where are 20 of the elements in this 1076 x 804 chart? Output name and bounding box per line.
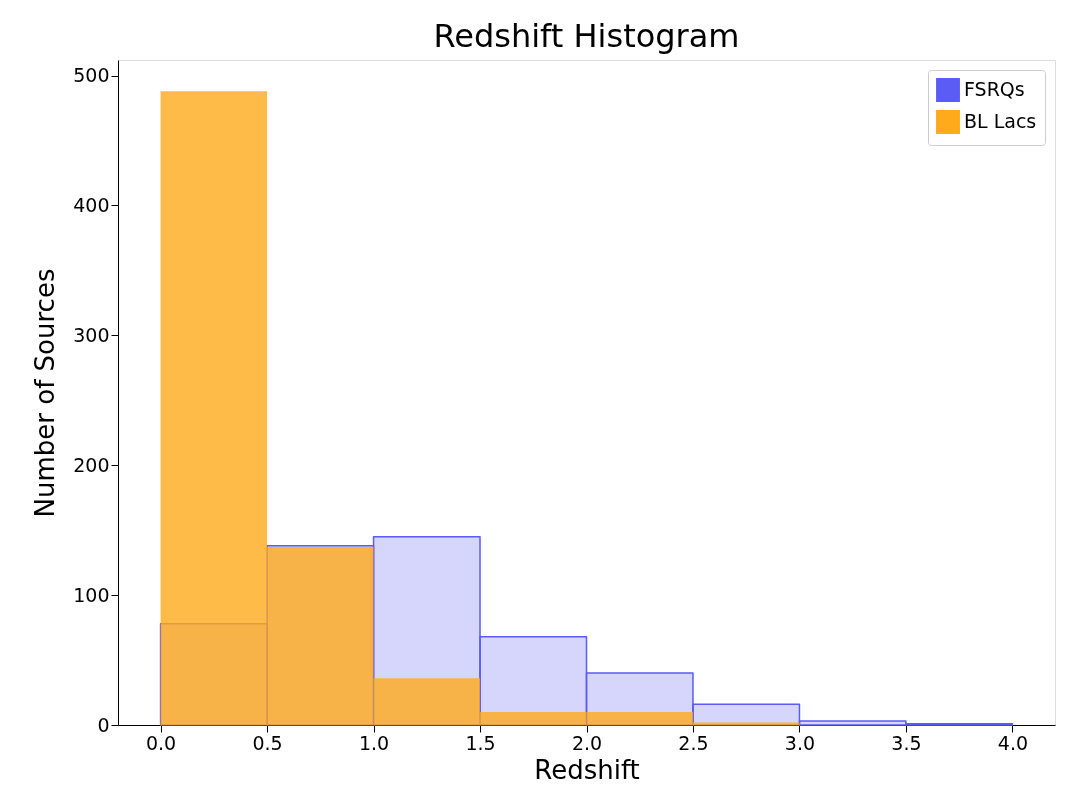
- y-axis-title: Number of Sources: [30, 268, 61, 518]
- legend-label: FSRQs: [964, 78, 1025, 100]
- x-tick-label: 3.0: [784, 731, 816, 754]
- x-tick-label: 0.5: [252, 731, 283, 754]
- y-tick-label: 200: [73, 453, 110, 476]
- chart-title: Redshift Histogram: [433, 17, 740, 55]
- x-tick-label: 1.0: [358, 731, 390, 754]
- y-tick-label: 300: [73, 323, 110, 346]
- y-tick-label: 100: [73, 583, 110, 606]
- x-tick-label: 2.5: [678, 731, 709, 754]
- y-tick-label: 400: [73, 193, 110, 216]
- x-tick-label: 0.0: [145, 731, 177, 754]
- y-tick-label: 500: [73, 64, 110, 87]
- x-tick-label: 1.5: [465, 731, 496, 754]
- y-tick-label: 0: [97, 713, 110, 736]
- x-tick-label: 3.5: [891, 731, 922, 754]
- x-tick-label: 2.0: [571, 731, 603, 754]
- x-axis-title: Redshift: [534, 754, 640, 785]
- x-tick-label: 4.0: [997, 731, 1029, 754]
- legend-label: BL Lacs: [964, 110, 1037, 132]
